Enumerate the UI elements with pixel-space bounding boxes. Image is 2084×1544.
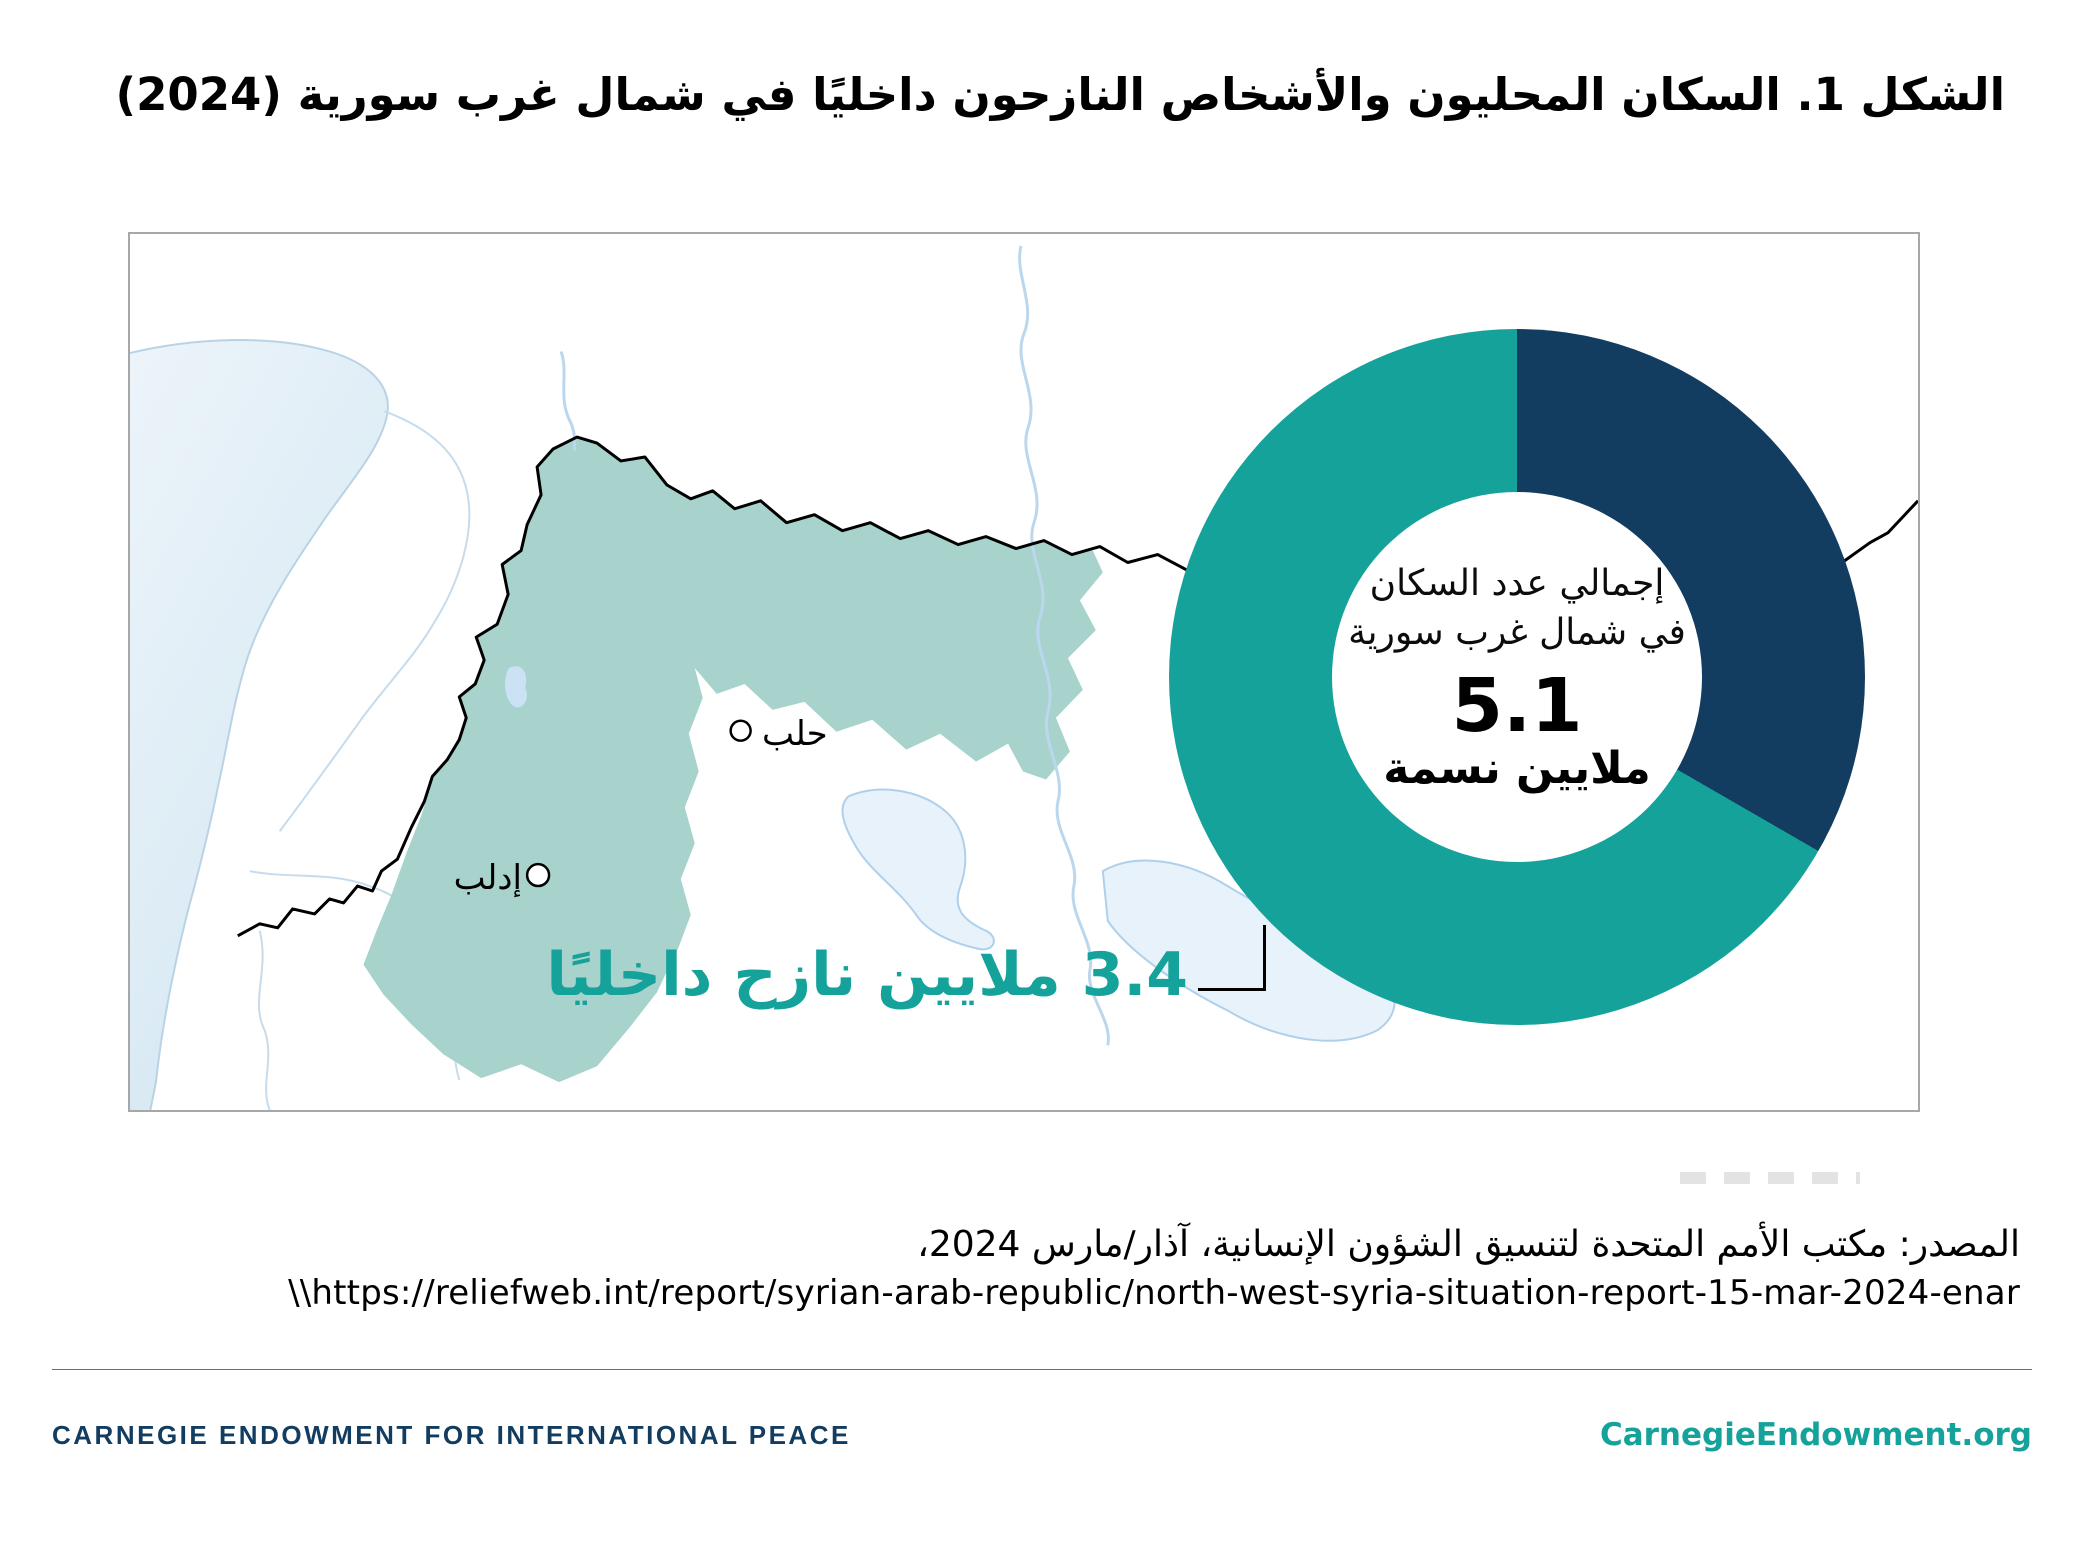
- aleppo-city-marker: [729, 719, 752, 742]
- donut-center: إجمالي عدد السكان في شمال غرب سورية 5.1 …: [1332, 492, 1702, 862]
- northwest-syria-map: [130, 245, 1918, 1110]
- sea-area: [130, 340, 388, 1110]
- donut-chart: إجمالي عدد السكان في شمال غرب سورية 5.1 …: [1169, 329, 1865, 1025]
- donut-center-unit: ملايين نسمة: [1383, 743, 1651, 795]
- figure-title: الشكل 1. السكان المحليون والأشخاص النازح…: [115, 68, 2005, 121]
- source-text: المصدر: مكتب الأمم المتحدة لتنسيق الشؤون…: [917, 1224, 2020, 1265]
- donut-center-label-line1: إجمالي عدد السكان: [1369, 563, 1665, 605]
- idlib-city-label: إدلب: [453, 858, 522, 898]
- callout-connector-horizontal: [1198, 988, 1265, 991]
- donut-center-label-line2: في شمال غرب سورية: [1348, 611, 1686, 653]
- source-block: المصدر: مكتب الأمم المتحدة لتنسيق الشؤون…: [64, 1220, 2020, 1318]
- nw-syria-highlight-region: [363, 437, 1103, 1083]
- faint-cropped-text-artifact: [1680, 1172, 1860, 1184]
- footer-website-link[interactable]: CarnegieEndowment.org: [1599, 1417, 2032, 1453]
- governorate-boundary-line: [278, 410, 471, 832]
- map-panel: حلب إدلب إجمالي عدد السكان في شمال غرب س…: [128, 232, 1920, 1112]
- coastline: [130, 339, 389, 1110]
- idp-callout-label: 3.4 ملايين نازح داخليًا: [546, 940, 1188, 1010]
- donut-center-value: 5.1: [1451, 662, 1583, 749]
- euphrates-river: [1018, 245, 1110, 1046]
- footer-divider: [52, 1369, 2032, 1370]
- source-url[interactable]: \\https://reliefweb.int/report/syrian-ar…: [288, 1273, 2020, 1314]
- idlib-city-marker: [525, 862, 551, 888]
- footer-organization-name: CARNEGIE ENDOWMENT FOR INTERNATIONAL PEA…: [52, 1420, 851, 1450]
- meidanki-pond: [505, 666, 527, 708]
- coastal-river: [257, 930, 271, 1110]
- jabbul-lake: [841, 788, 995, 951]
- aleppo-city-label: حلب: [762, 714, 828, 754]
- callout-connector-vertical: [1263, 925, 1266, 991]
- afrin-river: [559, 350, 577, 452]
